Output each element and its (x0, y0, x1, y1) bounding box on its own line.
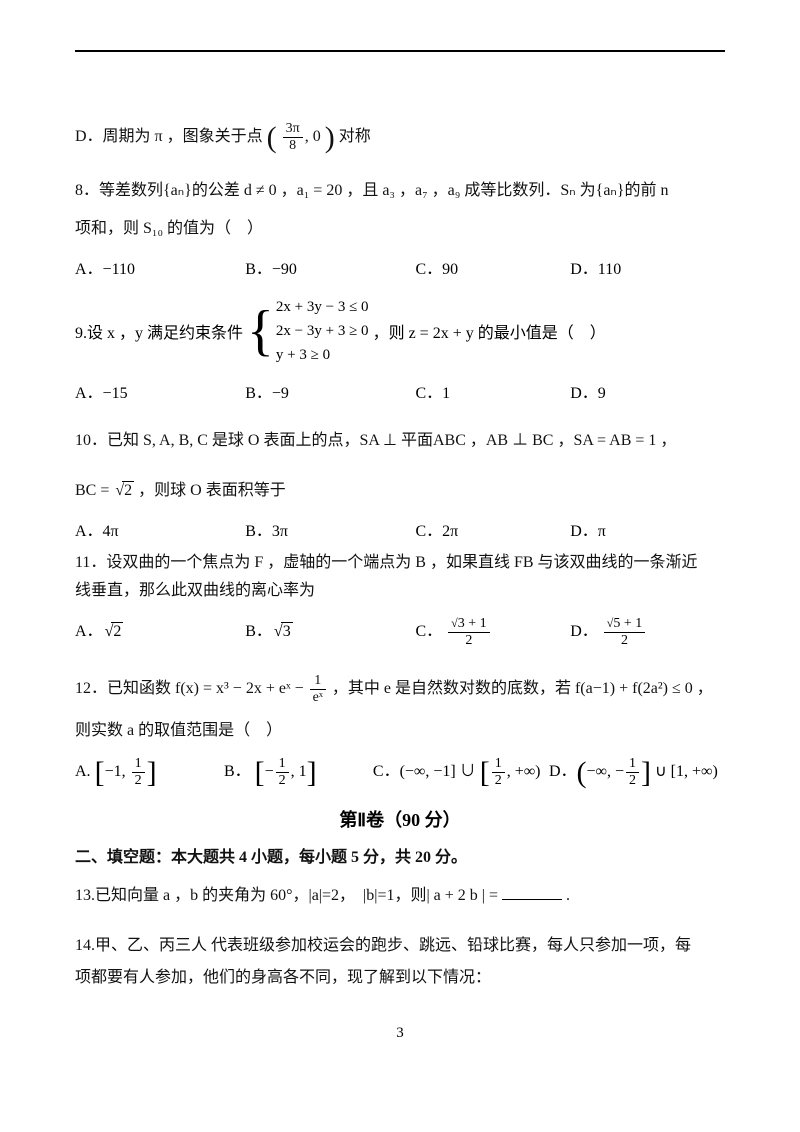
q9-brace: { 2x + 3y − 3 ≤ 0 2x − 3y + 3 ≥ 0 y + 3 … (247, 295, 369, 367)
prev-d-suffix: 对称 (339, 128, 371, 145)
prev-d-frac: 3π 8 (283, 122, 303, 153)
q10-opt-d: D．π (570, 517, 725, 541)
q9-opt-c: C．1 (415, 379, 570, 403)
q10-opt-c: C．2π (415, 517, 570, 541)
brace-icon: { (247, 306, 274, 356)
q9-rows: 2x + 3y − 3 ≤ 0 2x − 3y + 3 ≥ 0 y + 3 ≥ … (276, 295, 369, 367)
section2-title: 第Ⅱ卷（90 分） (75, 806, 725, 832)
prev-d-second: , 0 (305, 128, 321, 145)
q9-opt-d: D．9 (570, 379, 725, 403)
exam-page: D．周期为 π ，图象关于点 ( 3π 8 , 0 ) 对称 8．等差数列{aₙ… (0, 0, 800, 1132)
q8-stem1: 8．等差数列{aₙ}的公差 d ≠ 0 ，a₁ = 20 ，且 a₃ ，a₇ ，… (75, 179, 725, 203)
q9-tail: ，则 z = 2x + y 的最小值是（ ） (373, 319, 606, 343)
q12-stem2: 则实数 a 的取值范围是（ ） (75, 719, 725, 743)
q12-opt-b: B． [−12, 1] (224, 757, 373, 788)
prev-option-d: D．周期为 π ，图象关于点 ( 3π 8 , 0 ) 对称 (75, 122, 725, 153)
q8-opt-d: D．110 (570, 255, 725, 279)
q9-row3: y + 3 ≥ 0 (276, 343, 369, 367)
q11-opt-a: A．2 (75, 617, 245, 648)
q9-opt-a: A．−15 (75, 379, 245, 403)
q9-options: A．−15 B．−9 C．1 D．9 (75, 379, 725, 403)
sqrt-icon: 2 (115, 479, 134, 503)
rparen: ) (325, 126, 335, 150)
q8-opt-a: A．−110 (75, 255, 245, 279)
q11-opt-c: C． √3 + 1 2 (415, 617, 570, 648)
q10-opt-a: A．4π (75, 517, 245, 541)
page-number: 3 (0, 1025, 800, 1042)
q12-opt-d: D．(−∞, −12] ∪ [1, +∞) (549, 757, 725, 788)
q10-opt-b: B．3π (245, 517, 415, 541)
q8-opt-c: C．90 (415, 255, 570, 279)
q9-row1: 2x + 3y − 3 ≤ 0 (276, 295, 369, 319)
q10-stem2: BC = 2 ，则球 O 表面积等于 (75, 479, 725, 503)
q9-stem: 9.设 x ，y 满足约束条件 { 2x + 3y − 3 ≤ 0 2x − 3… (75, 295, 725, 367)
q11-options: A．2 B．3 C． √3 + 1 2 D． √5 + 1 2 (75, 617, 725, 648)
blank-input[interactable] (502, 899, 562, 900)
q8-opt-b: B．−90 (245, 255, 415, 279)
q12-opt-c: C．(−∞, −1] ∪ [12, +∞) (373, 757, 549, 788)
q12-opt-a: A. [−1, 12] (75, 757, 224, 788)
q14-line2: 项都要有人参加，他们的身高各不同，现了解到以下情况： (75, 966, 725, 990)
q11-opt-d: D． √5 + 1 2 (570, 617, 725, 648)
q8-stem2: 项和，则 S₁₀ 的值为（ ） (75, 217, 725, 241)
q14-line1: 14.甲、乙、丙三人 代表班级参加校运会的跑步、跳远、铅球比赛，每人只参加一项，… (75, 934, 725, 958)
q12-options: A. [−1, 12] B． [−12, 1] C．(−∞, −1] ∪ [12… (75, 757, 725, 788)
q11-stem2: 线垂直，那么此双曲线的离心率为 (75, 579, 725, 603)
q9-lead: 9.设 x ，y 满足约束条件 (75, 319, 243, 343)
fill-heading: 二、填空题：本大题共 4 小题，每小题 5 分，共 20 分。 (75, 846, 725, 870)
q9-row2: 2x − 3y + 3 ≥ 0 (276, 319, 369, 343)
top-rule (75, 50, 725, 52)
q10-options: A．4π B．3π C．2π D．π (75, 517, 725, 541)
q11-opt-b: B．3 (245, 617, 415, 648)
q11-stem1: 11．设双曲的一个焦点为 F ，虚轴的一个端点为 B ，如果直线 FB 与该双曲… (75, 551, 725, 575)
q10-stem1: 10．已知 S, A, B, C 是球 O 表面上的点，SA ⊥ 平面ABC ，… (75, 429, 725, 453)
prev-d-prefix: D．周期为 π ，图象关于点 (75, 128, 263, 145)
q9-opt-b: B．−9 (245, 379, 415, 403)
q8-options: A．−110 B．−90 C．90 D．110 (75, 255, 725, 279)
q13: 13.已知向量 a ，b 的夹角为 60°，|a|=2， |b|=1，则| a … (75, 884, 725, 908)
q12-stem1: 12．已知函数 f(x) = x³ − 2x + eˣ − 1eˣ ，其中 e … (75, 674, 725, 705)
lparen: ( (267, 126, 277, 150)
